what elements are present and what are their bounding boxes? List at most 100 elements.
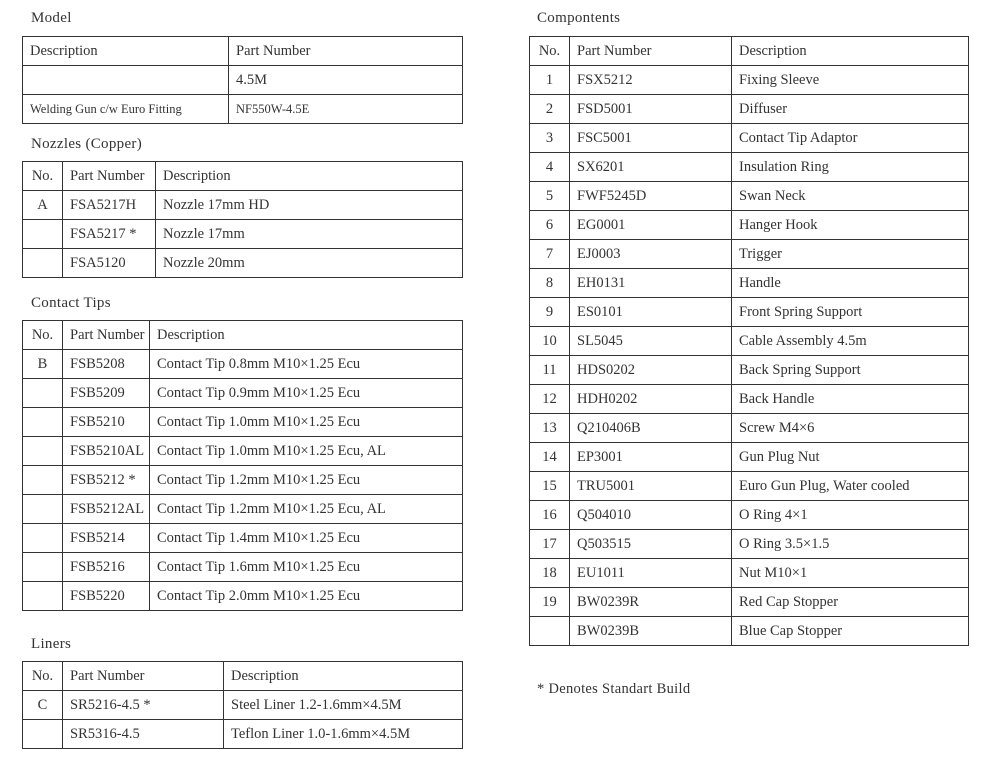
item-number-cell: [22, 494, 63, 524]
table-row: A FSA5217H Nozzle 17mm HD: [22, 190, 463, 220]
description-cell: Gun Plug Nut: [731, 442, 969, 472]
part-number-cell: EU1011: [569, 558, 732, 588]
description-cell: Front Spring Support: [731, 297, 969, 327]
item-number-cell: C: [22, 690, 63, 720]
item-number-cell: 18: [529, 558, 570, 588]
table-row: FSB5210 Contact Tip 1.0mm M10×1.25 Ecu: [22, 407, 463, 437]
liners-table: No. Part Number Description C SR5216-4.5 * St…: [22, 661, 463, 749]
table-row: 4 SX6201 Insulation Ring: [529, 152, 969, 182]
description-cell: Contact Tip 1.2mm M10×1.25 Ecu, AL: [149, 494, 463, 524]
item-number-cell: B: [22, 349, 63, 379]
table-row: FSA5217 * Nozzle 17mm: [22, 219, 463, 249]
part-number-cell: NF550W-4.5E: [228, 94, 463, 124]
description-cell: Steel Liner 1.2-1.6mm×4.5M: [223, 690, 463, 720]
table-row: 8 EH0131 Handle: [529, 268, 969, 298]
table-row: 4.5M: [22, 65, 463, 95]
table-row: FSA5120 Nozzle 20mm: [22, 248, 463, 278]
item-number-cell: 3: [529, 123, 570, 153]
part-number-cell: FSX5212: [569, 65, 732, 95]
table-row: 19 BW0239R Red Cap Stopper: [529, 587, 969, 617]
part-number-cell: FSB5210AL: [62, 436, 150, 466]
item-number-cell: [22, 719, 63, 749]
description-cell: Back Spring Support: [731, 355, 969, 385]
part-number-cell: EH0131: [569, 268, 732, 298]
part-number-cell: EP3001: [569, 442, 732, 472]
part-number-cell: FSB5220: [62, 581, 150, 611]
contact-tips-table: No. Part Number Description B FSB5208 Contact…: [22, 320, 463, 611]
description-cell: Nozzle 17mm HD: [155, 190, 463, 220]
table-row: 13 Q210406B Screw M4×6: [529, 413, 969, 443]
description-cell: Teflon Liner 1.0-1.6mm×4.5M: [223, 719, 463, 749]
part-number-cell: BW0239R: [569, 587, 732, 617]
column-header: Description: [22, 36, 229, 66]
item-number-cell: 17: [529, 529, 570, 559]
part-number-cell: 4.5M: [228, 65, 463, 95]
item-number-cell: 4: [529, 152, 570, 182]
item-number-cell: 10: [529, 326, 570, 356]
description-cell: Contact Tip Adaptor: [731, 123, 969, 153]
header-row: No. Part Number Description: [22, 661, 463, 691]
part-number-cell: SX6201: [569, 152, 732, 182]
nozzles-title: Nozzles (Copper): [31, 136, 143, 152]
item-number-cell: [22, 581, 63, 611]
part-number-cell: FSA5120: [62, 248, 156, 278]
description-cell: Hanger Hook: [731, 210, 969, 240]
item-number-cell: 8: [529, 268, 570, 298]
description-cell: Contact Tip 1.4mm M10×1.25 Ecu: [149, 523, 463, 553]
table-row: 10 SL5045 Cable Assembly 4.5m: [529, 326, 969, 356]
column-header: Part Number: [228, 36, 463, 66]
item-number-cell: 6: [529, 210, 570, 240]
table-row: 12 HDH0202 Back Handle: [529, 384, 969, 414]
table-row: SR5316-4.5 Teflon Liner 1.0-1.6mm×4.5M: [22, 719, 463, 749]
model-title: Model: [31, 10, 72, 26]
table-row: FSB5214 Contact Tip 1.4mm M10×1.25 Ecu: [22, 523, 463, 553]
table-row: B FSB5208 Contact Tip 0.8mm M10×1.25 Ecu: [22, 349, 463, 379]
table-row: FSB5210AL Contact Tip 1.0mm M10×1.25 Ecu,…: [22, 436, 463, 466]
item-number-cell: 7: [529, 239, 570, 269]
table-row: 14 EP3001 Gun Plug Nut: [529, 442, 969, 472]
column-header: No.: [22, 320, 63, 350]
part-number-cell: HDH0202: [569, 384, 732, 414]
table-row: FSB5209 Contact Tip 0.9mm M10×1.25 Ecu: [22, 378, 463, 408]
table-row: BW0239B Blue Cap Stopper: [529, 616, 969, 646]
part-number-cell: FSB5212AL: [62, 494, 150, 524]
item-number-cell: 5: [529, 181, 570, 211]
description-cell: Contact Tip 1.0mm M10×1.25 Ecu, AL: [149, 436, 463, 466]
item-number-cell: [22, 378, 63, 408]
description-cell: Contact Tip 0.9mm M10×1.25 Ecu: [149, 378, 463, 408]
column-header: Part Number: [62, 320, 150, 350]
part-number-cell: EG0001: [569, 210, 732, 240]
column-header: No.: [22, 161, 63, 191]
part-number-cell: FSD5001: [569, 94, 732, 124]
item-number-cell: 9: [529, 297, 570, 327]
item-number-cell: 2: [529, 94, 570, 124]
contact-tips-title: Contact Tips: [31, 295, 111, 311]
table-row: 9 ES0101 Front Spring Support: [529, 297, 969, 327]
item-number-cell: [22, 552, 63, 582]
column-header: Description: [223, 661, 463, 691]
description-cell: O Ring 3.5×1.5: [731, 529, 969, 559]
description-cell: Cable Assembly 4.5m: [731, 326, 969, 356]
description-cell: Handle: [731, 268, 969, 298]
table-row: 7 EJ0003 Trigger: [529, 239, 969, 269]
description-cell: Trigger: [731, 239, 969, 269]
table-row: FSB5212 * Contact Tip 1.2mm M10×1.25 Ecu: [22, 465, 463, 495]
part-number-cell: FSB5209: [62, 378, 150, 408]
column-header: No.: [529, 36, 570, 66]
components-title: Compontents: [537, 10, 621, 26]
description-cell: Welding Gun c/w Euro Fitting: [22, 94, 229, 124]
part-number-cell: FSB5216: [62, 552, 150, 582]
part-number-cell: SR5216-4.5 *: [62, 690, 224, 720]
item-number-cell: [22, 219, 63, 249]
part-number-cell: HDS0202: [569, 355, 732, 385]
item-number-cell: 14: [529, 442, 570, 472]
column-header: Part Number: [569, 36, 732, 66]
description-cell: Swan Neck: [731, 181, 969, 211]
description-cell: O Ring 4×1: [731, 500, 969, 530]
table-row: 17 Q503515 O Ring 3.5×1.5: [529, 529, 969, 559]
description-cell: Contact Tip 1.2mm M10×1.25 Ecu: [149, 465, 463, 495]
part-number-cell: FSB5208: [62, 349, 150, 379]
column-header: Part Number: [62, 661, 224, 691]
description-cell: [22, 65, 229, 95]
item-number-cell: [529, 616, 570, 646]
